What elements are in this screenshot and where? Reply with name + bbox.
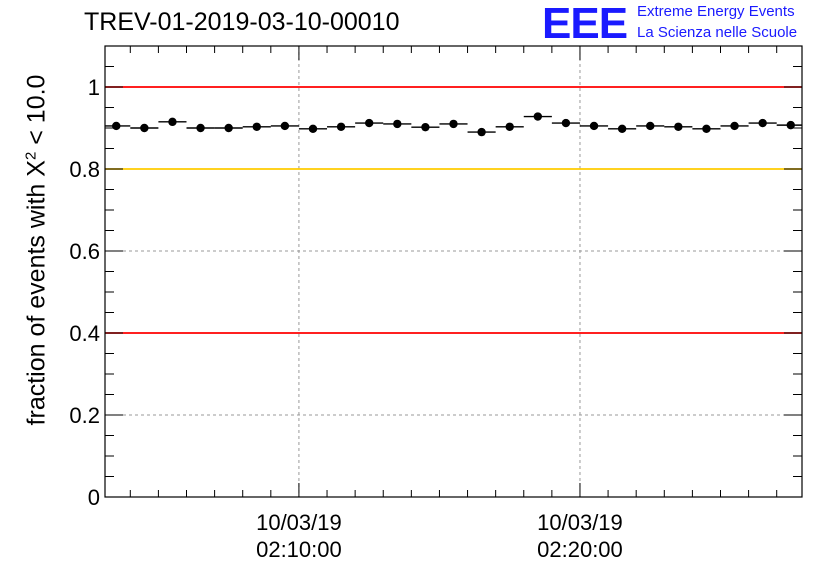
data-point [280,121,290,131]
data-point [308,124,318,134]
y-tick-label: 0.4 [69,321,100,346]
data-point [168,117,177,127]
data-point [758,118,767,128]
data-point [112,121,121,131]
data-point [449,119,458,129]
data-point [224,123,233,133]
data-point [393,119,402,129]
x-tick-date-label: 10/03/19 [256,510,342,535]
x-tick-time-label: 02:10:00 [256,537,342,562]
y-tick-label: 0.8 [69,157,100,182]
data-point [364,118,374,128]
data-point [646,121,655,131]
logo-line-2: La Scienza nelle Scuole [637,24,798,41]
data-point [702,124,711,134]
data-point [617,124,627,134]
data-point [505,122,514,131]
data-point [589,121,599,131]
data-point [786,120,795,130]
data-point [674,122,683,131]
data-point [533,112,543,121]
y-tick-label: 0.6 [69,239,100,264]
data-point [140,123,149,133]
data-point [421,122,430,132]
y-tick-label: 0 [88,485,100,510]
data-point [336,122,346,131]
plot-frame [104,45,803,498]
chart-title: TREV-01-2019-03-10-00010 [84,8,400,36]
y-tick-label: 0.2 [69,403,100,428]
data-point [477,127,486,137]
data-point [196,123,205,133]
data-point [730,121,739,131]
logo-line-1: Extreme Energy Events [637,3,795,20]
x-tick-time-label: 02:20:00 [537,537,623,562]
data-point [561,118,571,128]
y-tick-label: 1 [88,75,100,100]
eee-logo: EEE [542,0,628,48]
data-point [252,122,261,131]
x-tick-date-label: 10/03/19 [537,510,623,535]
